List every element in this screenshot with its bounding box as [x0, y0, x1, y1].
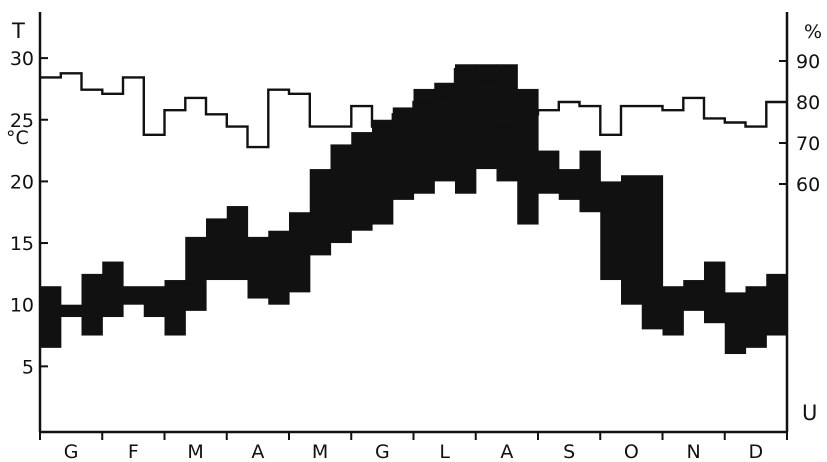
right-axis-bottom-label: U: [802, 401, 817, 425]
left-axis-top-label: T: [11, 19, 25, 43]
temperature-band: [123, 286, 145, 305]
temperature-band: [455, 64, 477, 194]
humidity-line: [40, 68, 787, 149]
temperature-band: [164, 280, 186, 336]
left-tick-label: 30: [10, 48, 34, 70]
temperature-band: [81, 273, 103, 336]
x-tick-label: A: [500, 441, 513, 462]
temperature-band: [206, 218, 228, 281]
temperature-band: [683, 280, 705, 311]
x-tick-label: M: [187, 441, 203, 462]
temperature-band: [40, 286, 62, 348]
right-tick-label: 80: [796, 92, 820, 114]
right-tick-label: 70: [796, 133, 820, 155]
x-tick-label: A: [251, 441, 264, 462]
x-tick-label: D: [749, 441, 764, 462]
humidity-line-group: [40, 68, 787, 149]
right-axis-ticks: 60 70 80 90: [779, 51, 820, 196]
temperature-band: [434, 82, 456, 182]
temperature-band: [724, 292, 747, 355]
temperature-band: [745, 286, 767, 348]
temperature-band: [351, 132, 373, 231]
temperature-band: [330, 144, 352, 244]
temperature-bands: [40, 64, 788, 355]
left-axis-ticks: 5 10 15 20 25 30: [10, 48, 48, 378]
temperature-band: [268, 230, 290, 305]
right-axis-unit-label: %: [804, 21, 822, 43]
temperature-band: [558, 169, 581, 200]
temperature-band: [60, 304, 83, 318]
left-tick-label: 20: [10, 171, 34, 193]
x-tick-label: M: [312, 441, 328, 462]
x-tick-label: G: [64, 441, 79, 462]
temperature-band: [413, 88, 435, 194]
temperature-band: [309, 169, 332, 256]
right-tick-label: 60: [796, 174, 820, 196]
temperature-band: [226, 206, 249, 281]
temperature-band: [185, 236, 207, 311]
temperature-band: [372, 119, 394, 225]
temperature-band: [579, 150, 601, 213]
left-tick-label: 5: [22, 356, 34, 378]
temperature-band: [496, 64, 518, 182]
temperature-band: [662, 286, 684, 336]
temperature-band: [289, 212, 311, 293]
temperature-band: [600, 181, 622, 281]
temperature-band: [475, 64, 498, 170]
temperature-band: [143, 286, 166, 318]
temperature-band: [621, 175, 643, 305]
temperature-band: [704, 261, 726, 324]
x-tick-label: G: [375, 441, 390, 462]
temperature-band: [247, 236, 269, 299]
x-tick-label: L: [439, 441, 450, 462]
x-tick-label: N: [687, 441, 701, 462]
x-tick-label: S: [563, 441, 575, 462]
x-tick-label: O: [624, 441, 639, 462]
temperature-band: [517, 88, 539, 225]
temperature-band: [392, 107, 415, 200]
temperature-band: [538, 150, 560, 194]
left-axis-unit-label: °C: [6, 127, 29, 149]
left-tick-label: 10: [10, 295, 34, 317]
left-tick-label: 25: [10, 110, 34, 132]
temperature-band: [766, 273, 788, 336]
temperature-band: [641, 175, 664, 330]
left-tick-label: 15: [10, 233, 34, 255]
temperature-band: [102, 261, 124, 318]
right-tick-label: 90: [796, 51, 820, 73]
x-tick-label: F: [128, 441, 139, 462]
